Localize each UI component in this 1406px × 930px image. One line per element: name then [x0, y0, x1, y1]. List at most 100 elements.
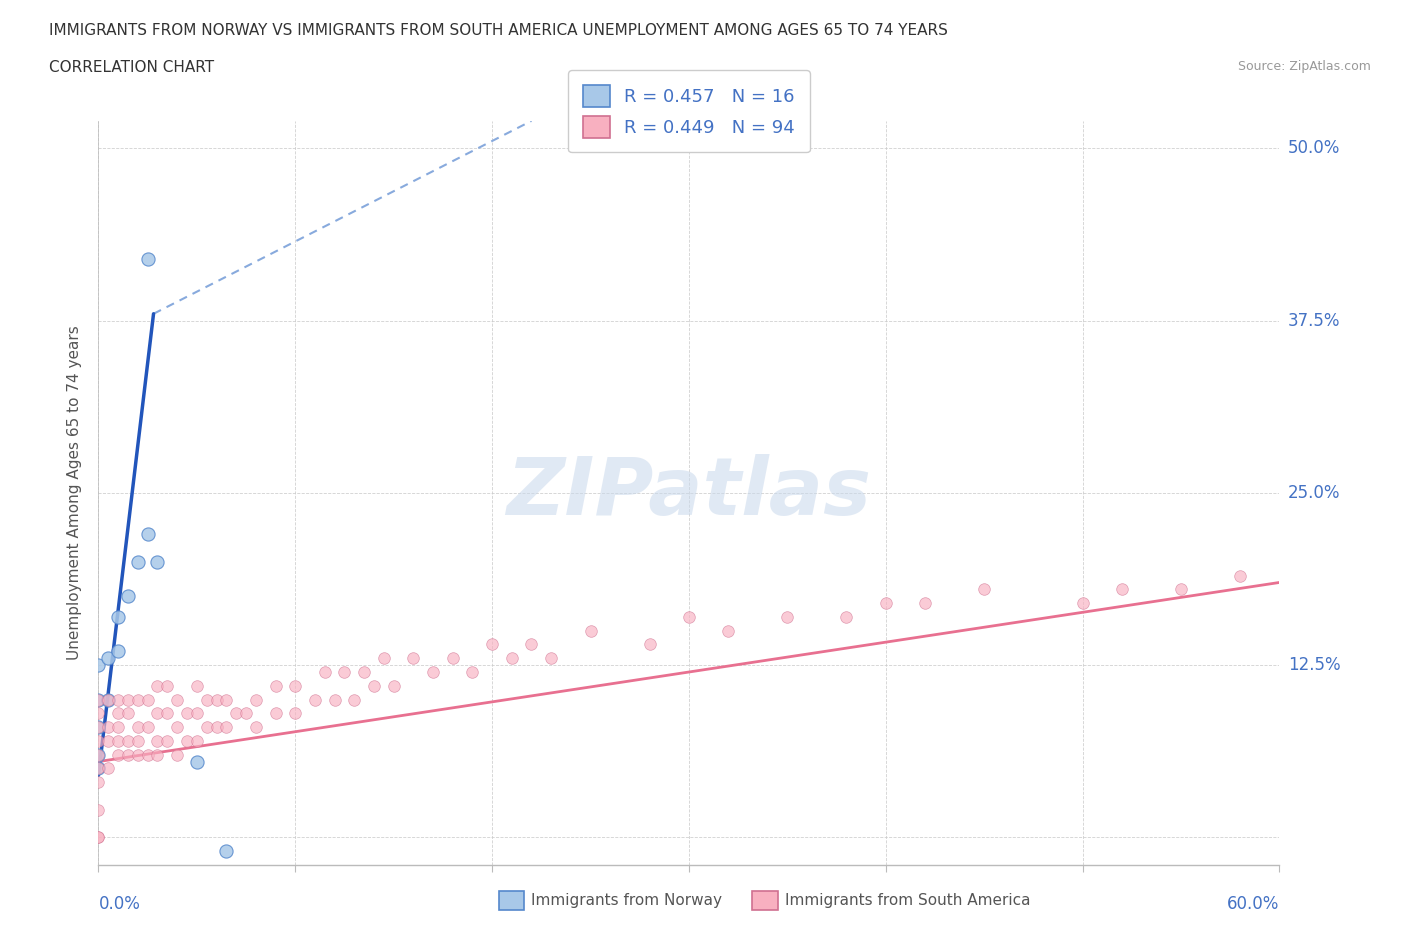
- Point: [107, 720, 129, 735]
- Point: [1229, 568, 1251, 583]
- Point: [481, 637, 503, 652]
- Text: 12.5%: 12.5%: [1288, 657, 1340, 674]
- Point: [136, 720, 159, 735]
- Point: [186, 706, 208, 721]
- Point: [87, 706, 110, 721]
- Point: [284, 706, 307, 721]
- Point: [127, 692, 149, 707]
- Text: 50.0%: 50.0%: [1288, 140, 1340, 157]
- Point: [264, 678, 287, 693]
- Point: [117, 706, 139, 721]
- Point: [382, 678, 405, 693]
- Point: [1111, 582, 1133, 597]
- Point: [87, 775, 110, 790]
- Point: [87, 747, 110, 762]
- Point: [97, 734, 120, 749]
- Point: [284, 678, 307, 693]
- Text: CORRELATION CHART: CORRELATION CHART: [49, 60, 214, 75]
- Point: [461, 665, 484, 680]
- Point: [87, 692, 110, 707]
- Point: [422, 665, 444, 680]
- Point: [117, 734, 139, 749]
- Point: [87, 658, 110, 672]
- Point: [127, 734, 149, 749]
- Point: [166, 692, 188, 707]
- Point: [117, 692, 139, 707]
- Point: [195, 720, 218, 735]
- Point: [186, 678, 208, 693]
- Point: [540, 651, 562, 666]
- Point: [215, 720, 238, 735]
- Point: [235, 706, 257, 721]
- Point: [205, 692, 228, 707]
- Point: [156, 734, 179, 749]
- Point: [678, 609, 700, 624]
- Point: [776, 609, 799, 624]
- Text: Immigrants from Norway: Immigrants from Norway: [531, 893, 723, 908]
- Point: [97, 651, 120, 666]
- Point: [353, 665, 375, 680]
- Point: [87, 734, 110, 749]
- Point: [97, 692, 120, 707]
- Point: [176, 734, 198, 749]
- Point: [146, 554, 169, 569]
- Point: [127, 720, 149, 735]
- Point: [402, 651, 425, 666]
- Point: [314, 665, 336, 680]
- Point: [373, 651, 395, 666]
- Point: [579, 623, 602, 638]
- Point: [136, 526, 159, 541]
- Text: IMMIGRANTS FROM NORWAY VS IMMIGRANTS FROM SOUTH AMERICA UNEMPLOYMENT AMONG AGES : IMMIGRANTS FROM NORWAY VS IMMIGRANTS FRO…: [49, 23, 948, 38]
- Point: [146, 678, 169, 693]
- Point: [225, 706, 247, 721]
- Point: [87, 830, 110, 844]
- Point: [166, 747, 188, 762]
- Point: [87, 692, 110, 707]
- Point: [333, 665, 356, 680]
- Text: Immigrants from South America: Immigrants from South America: [785, 893, 1031, 908]
- Text: 25.0%: 25.0%: [1288, 484, 1340, 502]
- Point: [127, 747, 149, 762]
- Point: [107, 644, 129, 658]
- Point: [97, 761, 120, 776]
- Text: 60.0%: 60.0%: [1227, 896, 1279, 913]
- Point: [87, 720, 110, 735]
- Point: [914, 596, 936, 611]
- Point: [156, 706, 179, 721]
- Point: [186, 734, 208, 749]
- Point: [87, 830, 110, 844]
- Point: [323, 692, 346, 707]
- Point: [117, 747, 139, 762]
- Point: [638, 637, 661, 652]
- Point: [87, 747, 110, 762]
- Point: [87, 761, 110, 776]
- Text: ZIPatlas: ZIPatlas: [506, 454, 872, 532]
- Point: [186, 754, 208, 769]
- Point: [146, 706, 169, 721]
- Y-axis label: Unemployment Among Ages 65 to 74 years: Unemployment Among Ages 65 to 74 years: [67, 326, 83, 660]
- Point: [441, 651, 464, 666]
- Point: [107, 747, 129, 762]
- Point: [127, 554, 149, 569]
- Point: [875, 596, 897, 611]
- Point: [166, 720, 188, 735]
- Text: 0.0%: 0.0%: [98, 896, 141, 913]
- Point: [156, 678, 179, 693]
- Point: [520, 637, 543, 652]
- Point: [1170, 582, 1192, 597]
- Point: [87, 761, 110, 776]
- Point: [363, 678, 385, 693]
- Text: 37.5%: 37.5%: [1288, 312, 1340, 329]
- Point: [117, 589, 139, 604]
- Point: [87, 803, 110, 817]
- Point: [205, 720, 228, 735]
- Point: [195, 692, 218, 707]
- Point: [107, 734, 129, 749]
- Point: [146, 747, 169, 762]
- Point: [97, 720, 120, 735]
- Point: [107, 692, 129, 707]
- Legend: R = 0.457   N = 16, R = 0.449   N = 94: R = 0.457 N = 16, R = 0.449 N = 94: [568, 71, 810, 153]
- Point: [107, 706, 129, 721]
- Point: [136, 692, 159, 707]
- Point: [97, 692, 120, 707]
